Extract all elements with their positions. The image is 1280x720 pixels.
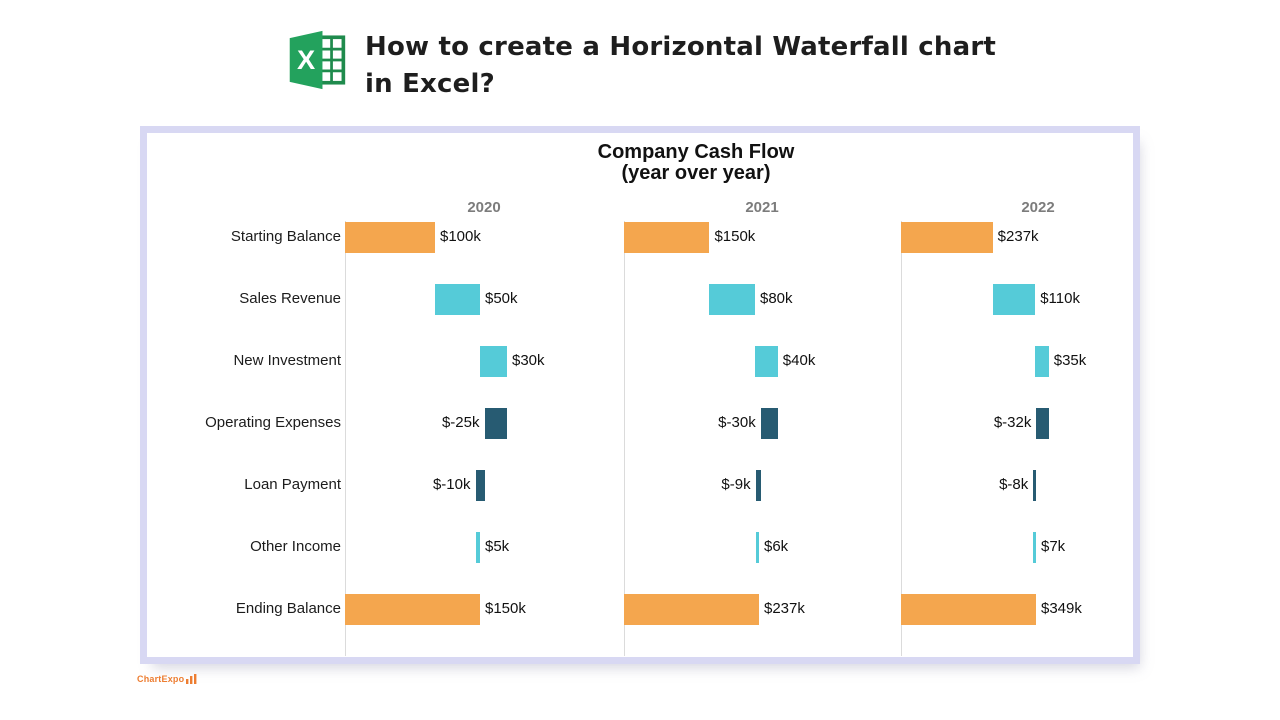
- waterfall-bar: [475, 469, 485, 501]
- waterfall-bar: [345, 593, 480, 625]
- waterfall-bar: [755, 469, 761, 501]
- bar-value-label: $-9k: [721, 476, 751, 493]
- waterfall-bar: [624, 221, 710, 253]
- panel-axis: [624, 221, 625, 656]
- bar-value-label: $30k: [512, 352, 545, 369]
- bar-value-label: $237k: [764, 600, 805, 617]
- waterfall-bar: [1036, 407, 1049, 439]
- category-label: Starting Balance: [230, 228, 341, 245]
- waterfall-bar: [1033, 531, 1036, 563]
- header: X How to create a Horizontal Waterfall c…: [287, 26, 996, 103]
- waterfall-chart: Company Cash Flow (year over year) Start…: [147, 133, 1133, 657]
- year-label: 2020: [467, 199, 501, 216]
- waterfall-bar: [1035, 345, 1049, 377]
- waterfall-bar: [475, 531, 480, 563]
- chartexpo-watermark-text: ChartExpo: [137, 674, 185, 684]
- panel-axis: [901, 221, 902, 656]
- excel-x-letter: X: [297, 44, 315, 75]
- waterfall-bar: [484, 407, 507, 439]
- year-label: 2021: [745, 199, 779, 216]
- waterfall-bar: [345, 221, 435, 253]
- category-label: Other Income: [250, 538, 341, 555]
- bar-value-label: $-30k: [718, 414, 756, 431]
- bar-value-label: $50k: [485, 290, 518, 307]
- category-label: Loan Payment: [244, 476, 341, 493]
- waterfall-bar: [435, 283, 480, 315]
- bar-value-label: $80k: [760, 290, 793, 307]
- bar-value-label: $-25k: [441, 414, 480, 431]
- bar-chart-icon: [186, 674, 197, 684]
- bar-value-label: $40k: [782, 352, 816, 369]
- category-label: Sales Revenue: [239, 290, 341, 307]
- bar-value-label: $-32k: [993, 414, 1032, 431]
- waterfall-bar: [709, 283, 755, 315]
- bar-value-label: $-8k: [999, 476, 1029, 493]
- waterfall-bar: [755, 345, 778, 377]
- bar-value-label: $5k: [485, 538, 510, 555]
- page-title-line2: in Excel?: [365, 69, 495, 99]
- bar-value-label: $237k: [997, 228, 1039, 245]
- bar-value-label: $35k: [1053, 352, 1087, 369]
- bar-value-label: $6k: [764, 538, 789, 555]
- waterfall-bar: [624, 593, 759, 625]
- waterfall-bar: [901, 221, 993, 253]
- page-title: How to create a Horizontal Waterfall cha…: [365, 26, 996, 103]
- category-label: Operating Expenses: [205, 414, 341, 431]
- bar-value-label: $349k: [1041, 600, 1082, 617]
- bar-value-label: $7k: [1041, 538, 1066, 555]
- waterfall-bar: [760, 407, 778, 439]
- waterfall-bar: [901, 593, 1036, 625]
- chart-title: Company Cash Flow: [597, 141, 795, 163]
- year-label: 2022: [1021, 199, 1055, 216]
- chart-frame: Company Cash Flow (year over year) Start…: [140, 126, 1140, 664]
- waterfall-bar: [755, 531, 759, 563]
- bar-value-label: $100k: [440, 228, 481, 245]
- waterfall-bar: [480, 345, 507, 377]
- category-label: Ending Balance: [235, 600, 341, 617]
- waterfall-bar: [1033, 469, 1037, 501]
- panel-axis: [345, 221, 346, 656]
- chart-subtitle: (year over year): [621, 162, 771, 184]
- bar-value-label: $150k: [485, 600, 526, 617]
- waterfall-bar: [992, 283, 1036, 315]
- category-label: New Investment: [233, 352, 341, 369]
- bar-value-label: $-10k: [432, 476, 471, 493]
- bar-value-label: $110k: [1040, 290, 1080, 307]
- chartexpo-watermark: ChartExpo: [137, 674, 197, 684]
- page-title-line1: How to create a Horizontal Waterfall cha…: [365, 32, 996, 62]
- excel-logo-icon: X: [289, 30, 346, 90]
- bar-value-label: $150k: [714, 228, 756, 245]
